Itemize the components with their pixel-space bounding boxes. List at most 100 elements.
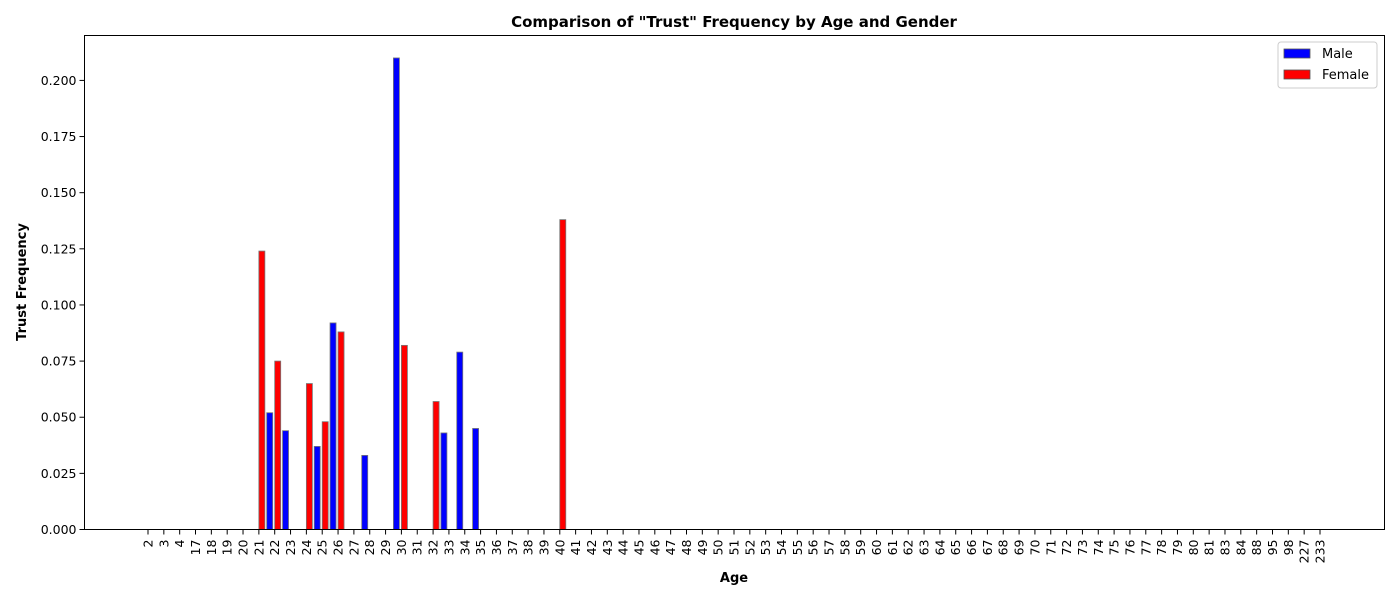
bar-female-age-24 [305, 383, 313, 530]
y-tick-label: 0.050 [41, 410, 77, 425]
bar-male-age-30 [393, 57, 400, 530]
x-tick-label: 20 [236, 539, 251, 555]
y-tick-label: 0.200 [41, 73, 77, 88]
bar-female-age-40 [559, 219, 567, 530]
x-tick-label: 62 [901, 540, 916, 556]
x-tick-label: 88 [1249, 539, 1264, 555]
x-tick-label: 22 [267, 540, 282, 556]
x-tick-label: 36 [489, 539, 504, 555]
x-tick-label: 27 [346, 540, 361, 556]
x-tick-label: 65 [948, 540, 963, 556]
y-tick-label: 0.100 [41, 297, 77, 312]
y-tick-label: 0.125 [41, 241, 77, 256]
x-tick-label: 64 [932, 539, 947, 555]
x-tick-label: 80 [1186, 539, 1201, 555]
x-tick-label: 60 [869, 539, 884, 555]
bar-male-age-28 [361, 454, 369, 530]
x-tick-label: 83 [1217, 540, 1232, 556]
bar-female-age-30 [401, 344, 408, 530]
x-tick-label: 42 [584, 540, 599, 556]
x-tick-label: 21 [251, 540, 266, 556]
x-tick-label: 39 [536, 539, 551, 555]
x-tick-label: 45 [631, 540, 646, 556]
x-tick-label: 18 [204, 539, 219, 555]
x-tick-label: 24 [299, 539, 314, 555]
bar-male-age-35 [472, 428, 479, 530]
bars-group [258, 57, 567, 530]
x-tick-label: 41 [568, 540, 583, 556]
legend: Male Female [1277, 41, 1378, 89]
x-tick-label: 63 [917, 540, 932, 556]
x-tick-label: 58 [837, 539, 852, 555]
x-tick-label: 57 [822, 540, 837, 556]
x-tick-label: 76 [1122, 539, 1137, 555]
bar-female-age-22 [274, 360, 282, 530]
y-tick-label: 0.075 [41, 354, 77, 369]
x-tick-label: 56 [806, 539, 821, 555]
x-tick-label: 77 [1138, 540, 1153, 556]
y-tick-label: 0.000 [41, 522, 77, 537]
x-tick-label: 51 [727, 540, 742, 556]
x-tick-label: 73 [1075, 540, 1090, 556]
x-tick-label: 69 [1012, 539, 1027, 555]
bar-male-age-22 [266, 412, 274, 530]
x-axis: 2 3 4 17 18 19 20 21 22 23 24 25 26 27 28 29 30 31 32 33 34 3… [141, 529, 1328, 564]
x-tick-label: 46 [647, 539, 662, 555]
legend-label-female: Female [1322, 68, 1369, 83]
x-tick-label: 98 [1281, 539, 1296, 555]
x-tick-label: 31 [410, 540, 425, 556]
legend-swatch-male [1283, 48, 1311, 59]
x-tick-label: 81 [1202, 540, 1217, 556]
x-tick-label: 54 [774, 539, 789, 555]
x-tick-label: 59 [853, 539, 868, 555]
x-tick-label: 61 [885, 540, 900, 556]
x-tick-label: 78 [1154, 539, 1169, 555]
y-tick-label: 0.175 [41, 129, 77, 144]
x-tick-label: 44 [616, 539, 631, 555]
y-axis-label: Trust Frequency [15, 223, 30, 341]
x-tick-label: 23 [283, 540, 298, 556]
x-tick-label: 48 [679, 539, 694, 555]
bar-male-age-26 [329, 322, 337, 530]
x-tick-label: 74 [1091, 539, 1106, 555]
legend-swatch-female [1283, 69, 1311, 80]
x-tick-label: 2 [141, 540, 156, 548]
x-tick-label: 43 [600, 540, 615, 556]
x-tick-label: 26 [331, 539, 346, 555]
x-tick-label: 37 [505, 540, 520, 556]
bar-male-age-34 [456, 351, 464, 530]
x-tick-label: 79 [1170, 539, 1185, 555]
x-tick-label: 34 [457, 539, 472, 555]
x-tick-label: 70 [1027, 539, 1042, 555]
x-tick-label: 84 [1233, 539, 1248, 555]
x-tick-label: 227 [1297, 540, 1312, 564]
x-tick-label: 28 [362, 539, 377, 555]
x-tick-label: 3 [156, 540, 171, 548]
x-axis-label: Age [720, 571, 748, 586]
x-tick-label: 53 [758, 540, 773, 556]
x-tick-label: 32 [426, 540, 441, 556]
x-tick-label: 52 [742, 540, 757, 556]
x-tick-label: 40 [552, 539, 567, 555]
x-tick-label: 38 [521, 539, 536, 555]
y-tick-label: 0.150 [41, 185, 77, 200]
plot-frame [84, 35, 1385, 530]
x-tick-label: 50 [711, 539, 726, 555]
x-tick-label: 233 [1313, 540, 1328, 564]
x-tick-label: 68 [996, 539, 1011, 555]
x-tick-label: 33 [441, 540, 456, 556]
x-tick-label: 67 [980, 540, 995, 556]
x-tick-label: 4 [172, 539, 187, 547]
x-tick-label: 55 [790, 540, 805, 556]
chart-title: Comparison of "Trust" Frequency by Age a… [511, 13, 957, 31]
x-tick-label: 47 [663, 540, 678, 556]
x-tick-label: 49 [695, 539, 710, 555]
x-tick-label: 30 [394, 539, 409, 555]
y-axis: 0.000 0.025 0.050 0.075 0.100 0.125 0.150 0.175… [41, 73, 85, 537]
bar-male-age-23 [282, 430, 289, 530]
x-tick-label: 29 [378, 539, 393, 555]
x-tick-label: 72 [1059, 540, 1074, 556]
x-tick-label: 95 [1265, 540, 1280, 556]
y-tick-label: 0.025 [41, 466, 77, 481]
